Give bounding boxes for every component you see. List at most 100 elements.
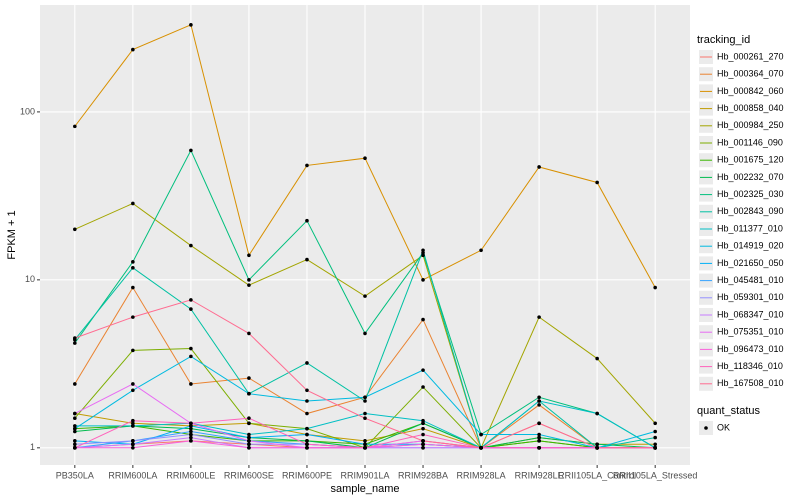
data-point	[363, 442, 367, 447]
data-point	[247, 442, 251, 447]
data-point	[73, 439, 77, 443]
data-point	[131, 424, 135, 428]
y-tick-label: 1	[30, 442, 35, 452]
x-tick-label: RRIM928BA	[398, 470, 448, 480]
data-point	[421, 418, 425, 423]
data-point	[73, 426, 77, 431]
data-point	[131, 201, 135, 206]
data-point	[537, 435, 541, 440]
data-point	[189, 354, 193, 359]
data-point	[247, 391, 251, 396]
legend-label: Hb_002232_070	[717, 172, 784, 182]
data-point	[247, 278, 251, 282]
legend-title: tracking_id	[697, 34, 750, 46]
data-point	[305, 442, 309, 447]
data-point	[653, 421, 657, 426]
data-point	[537, 432, 541, 437]
data-point	[73, 227, 77, 232]
data-point	[189, 426, 193, 431]
data-point	[189, 435, 193, 440]
data-point	[363, 156, 367, 161]
data-point	[421, 426, 425, 431]
data-point	[131, 382, 135, 386]
legend-label: Hb_059301_010	[717, 292, 784, 302]
data-point	[247, 432, 251, 437]
data-point	[189, 23, 193, 27]
shape-legend-title: quant_status	[697, 405, 760, 417]
data-point	[73, 416, 77, 421]
x-axis-title: sample_name	[330, 483, 399, 495]
data-point	[305, 361, 309, 365]
data-point	[131, 265, 135, 270]
data-point	[421, 432, 425, 437]
data-point	[189, 421, 193, 426]
data-point	[73, 411, 77, 416]
data-point	[421, 439, 425, 443]
legend-label: Hb_000364_070	[717, 69, 784, 79]
data-point	[537, 315, 541, 319]
data-point	[479, 432, 483, 437]
x-tick-label: RRIM600LE	[166, 470, 215, 480]
data-point	[537, 446, 541, 450]
data-point	[131, 285, 135, 290]
data-point	[305, 446, 309, 450]
x-tick-label: RRIM600PE	[282, 470, 332, 480]
data-point	[73, 424, 77, 428]
data-point	[131, 348, 135, 353]
data-point	[189, 382, 193, 386]
legend-label: Hb_011377_010	[717, 223, 783, 233]
legend-label: Hb_001146_090	[717, 137, 783, 147]
shape-legend-label: OK	[717, 422, 730, 432]
data-point	[305, 218, 309, 223]
data-point	[131, 439, 135, 443]
data-point	[363, 446, 367, 450]
data-point	[305, 163, 309, 168]
legend-label: Hb_021650_050	[717, 258, 784, 268]
data-point	[363, 395, 367, 400]
y-axis-title: FPKM + 1	[6, 210, 18, 259]
data-point	[305, 426, 309, 431]
data-point	[595, 356, 599, 361]
data-point	[595, 446, 599, 450]
data-point	[73, 341, 77, 345]
data-point	[305, 257, 309, 262]
data-point	[363, 411, 367, 416]
data-point	[189, 429, 193, 434]
data-point	[247, 421, 251, 426]
data-point	[537, 403, 541, 407]
data-point	[421, 368, 425, 372]
data-point	[131, 442, 135, 447]
data-point	[537, 165, 541, 169]
data-point	[305, 432, 309, 437]
legend-label: Hb_001675_120	[717, 155, 784, 165]
data-point	[247, 376, 251, 380]
data-point	[653, 442, 657, 447]
legend-label: Hb_000984_250	[717, 120, 784, 130]
data-point	[537, 395, 541, 400]
data-point	[189, 346, 193, 351]
data-point	[421, 253, 425, 258]
legend-label: Hb_045481_010	[717, 275, 784, 285]
data-point	[653, 285, 657, 290]
legend-label: Hb_000261_270	[717, 51, 784, 61]
shape-legend-dot	[704, 426, 708, 430]
data-point	[247, 435, 251, 440]
legend-label: Hb_167508_010	[717, 378, 784, 388]
data-point	[73, 382, 77, 386]
data-point	[189, 432, 193, 437]
data-point	[421, 446, 425, 450]
x-tick-label: RRIM928LE	[515, 470, 564, 480]
data-point	[421, 442, 425, 447]
data-point	[131, 418, 135, 423]
data-point	[363, 399, 367, 403]
data-point	[537, 421, 541, 426]
data-point	[595, 442, 599, 447]
legend-label: Hb_000842_060	[717, 86, 784, 96]
data-point	[247, 283, 251, 287]
data-point	[363, 416, 367, 421]
data-point	[421, 250, 425, 255]
data-point	[537, 399, 541, 403]
data-point	[363, 331, 367, 336]
data-point	[363, 439, 367, 443]
data-point	[131, 446, 135, 450]
